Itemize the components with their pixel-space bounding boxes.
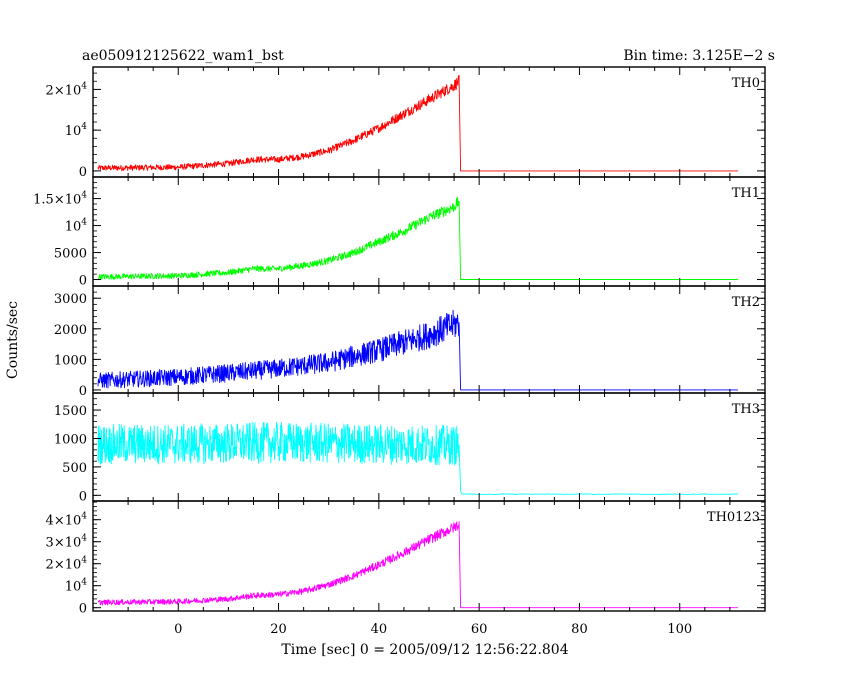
y-tick-label: 0 xyxy=(79,489,87,504)
panel-frame xyxy=(92,176,766,287)
y-tick-label: 0 xyxy=(79,165,87,180)
chart-title: ae050912125622_wam1_bst xyxy=(82,48,284,64)
y-tick-label: 2000 xyxy=(54,323,87,338)
y-tick-label: 2×104 xyxy=(46,556,88,573)
x-tick-label: 60 xyxy=(471,622,488,637)
panel-label: TH2 xyxy=(732,295,760,310)
y-axis-label: Counts/sec xyxy=(5,301,21,379)
y-tick-label: 3000 xyxy=(54,292,87,307)
panel-th1: TH1 0 5000 104 1.5×104 xyxy=(33,176,766,289)
y-tick-label: 104 xyxy=(65,218,88,235)
y-tick-label: 4×104 xyxy=(46,512,88,529)
panel-label: TH3 xyxy=(732,402,760,417)
panel-frame xyxy=(92,500,766,612)
panel-label: TH1 xyxy=(732,186,760,201)
x-tick-label: 0 xyxy=(174,622,182,637)
panel-frame xyxy=(92,66,766,178)
y-tick-label: 1.5×104 xyxy=(33,191,87,208)
panel-th2: TH2 0 1000 2000 3000 xyxy=(54,285,766,399)
panel-label: TH0123 xyxy=(707,510,760,525)
series-line-th2 xyxy=(97,309,738,391)
y-tick-label: 1000 xyxy=(54,353,87,368)
panel-th3: TH3 0 500 1000 1500 xyxy=(54,392,766,504)
y-tick-label: 0 xyxy=(79,602,87,617)
panel-th0: TH0 0 104 2×104 xyxy=(46,66,766,180)
y-tick-label: 5000 xyxy=(54,247,87,262)
x-tick-label: 20 xyxy=(270,622,287,637)
y-tick-label: 1500 xyxy=(54,404,87,419)
y-tick-label: 104 xyxy=(65,578,88,595)
y-tick-label: 2×104 xyxy=(46,81,88,98)
series-line-th1 xyxy=(97,196,738,280)
series-line-th3 xyxy=(97,421,738,495)
panel-stack: TH001042×104TH1050001041.5×104TH20100020… xyxy=(33,66,766,637)
y-tick-label: 3×104 xyxy=(46,534,88,551)
y-tick-label: 500 xyxy=(62,461,87,476)
series-line-th0 xyxy=(97,75,738,172)
x-tick-label: 80 xyxy=(571,622,588,637)
y-tick-label: 0 xyxy=(79,384,87,399)
series-line-th0123 xyxy=(97,520,738,609)
y-tick-label: 0 xyxy=(79,274,87,289)
x-tick-label: 100 xyxy=(667,622,692,637)
panel-th0123: TH0123 0 104 2×104 3×104 4×104 xyxy=(46,500,766,617)
bin-time-label: Bin time: 3.125E−2 s xyxy=(623,48,775,64)
x-tick-label: 40 xyxy=(371,622,388,637)
y-tick-label: 1000 xyxy=(54,432,87,447)
y-tick-label: 104 xyxy=(65,122,88,139)
x-axis-label: Time [sec] 0 = 2005/09/12 12:56:22.804 xyxy=(281,642,568,658)
panel-label: TH0 xyxy=(732,76,760,91)
